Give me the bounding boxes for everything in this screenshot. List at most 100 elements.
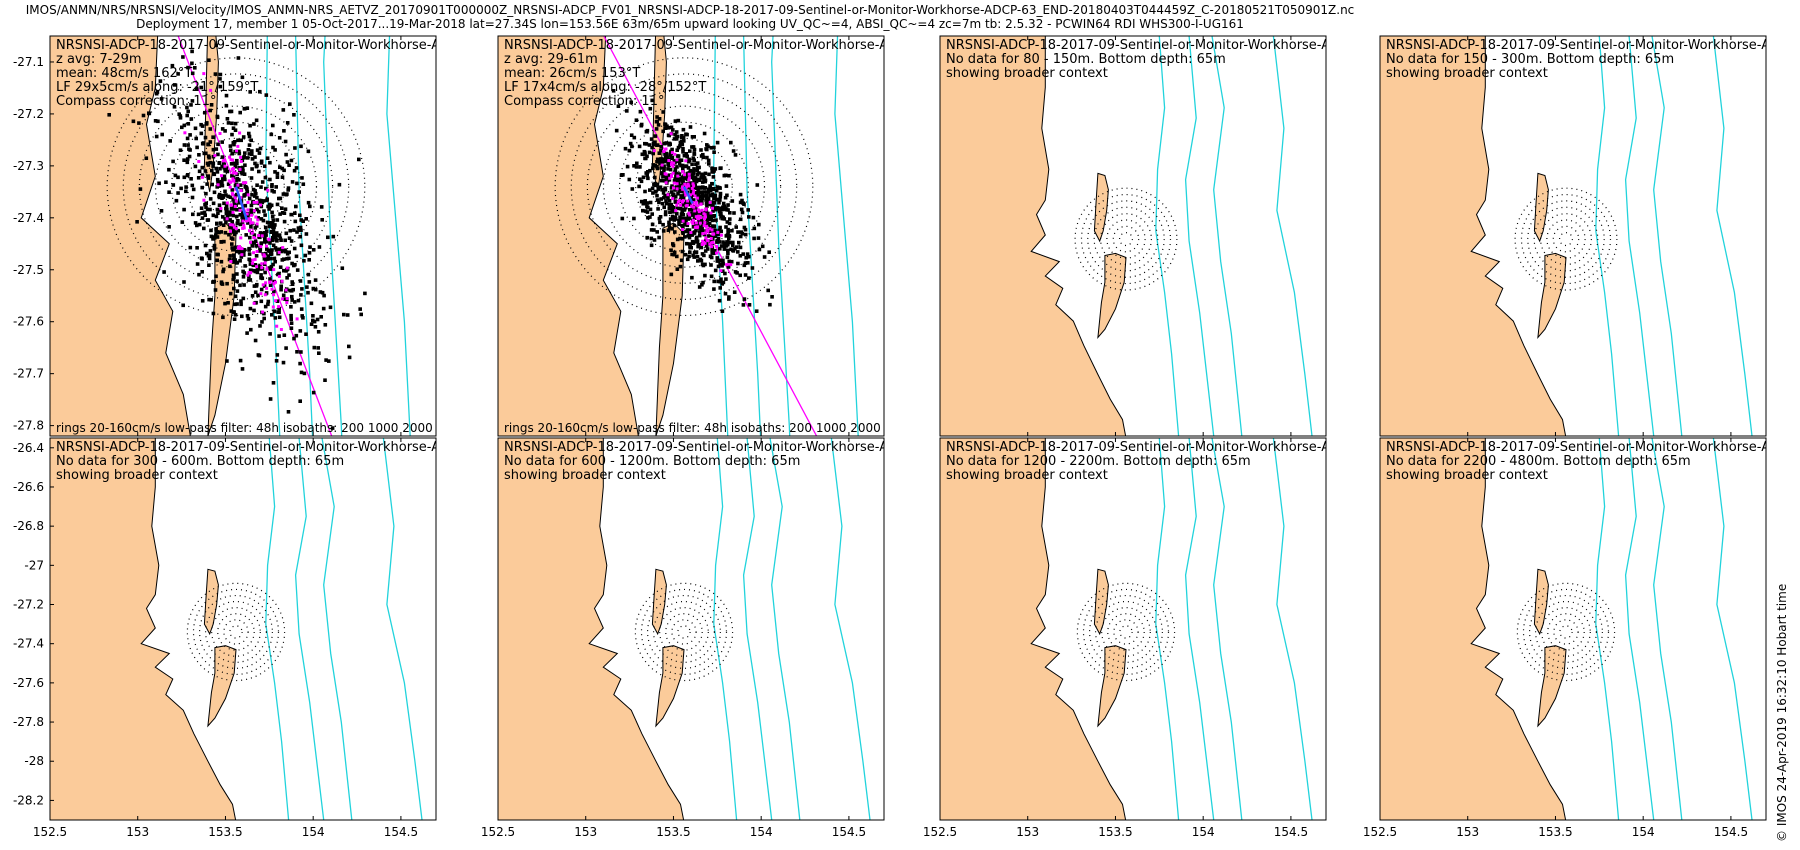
scatter-point <box>259 198 263 203</box>
scatter-point <box>233 302 237 307</box>
scatter-point <box>217 203 222 207</box>
scatter-point <box>705 143 709 147</box>
scatter-point <box>293 219 298 224</box>
scatter-point <box>184 185 188 189</box>
lowpass-point <box>265 267 269 271</box>
scatter-point <box>283 238 287 243</box>
scatter-point <box>263 304 268 309</box>
scatter-point <box>224 220 228 225</box>
scatter-point <box>698 257 703 262</box>
scatter-point <box>288 228 292 233</box>
lowpass-point <box>711 240 715 244</box>
scatter-point <box>663 194 667 198</box>
scatter-point <box>663 187 668 192</box>
scatter-point <box>227 257 232 262</box>
scatter-point <box>656 123 661 127</box>
scatter-point <box>711 175 716 179</box>
scatter-point <box>685 223 690 228</box>
scatter-point <box>240 367 245 371</box>
scatter-point <box>249 138 253 143</box>
lowpass-point <box>249 271 253 275</box>
scatter-point <box>241 156 246 160</box>
scatter-point <box>239 302 243 307</box>
lowpass-point <box>695 226 699 230</box>
scatter-point <box>681 127 686 132</box>
scatter-point <box>299 218 303 222</box>
lowpass-point <box>270 287 274 291</box>
scatter-point <box>193 221 198 225</box>
scatter-point <box>191 212 195 217</box>
scatter-point <box>281 192 286 196</box>
scatter-point <box>279 284 283 289</box>
scatter-point <box>224 208 229 213</box>
lowpass-point <box>251 261 255 265</box>
scatter-point <box>691 171 695 176</box>
scatter-point <box>299 350 303 354</box>
lowpass-point <box>239 155 243 159</box>
scatter-point <box>186 65 190 70</box>
lowpass-point <box>715 245 719 248</box>
scatter-point <box>687 254 691 259</box>
scatter-point <box>705 204 709 208</box>
isobath-4000m <box>1272 438 1313 820</box>
scatter-point <box>649 243 654 248</box>
scatter-point <box>682 216 686 221</box>
scatter-point <box>241 217 246 221</box>
scatter-point <box>305 285 309 289</box>
coastline-land <box>1380 36 1567 436</box>
scatter-point <box>193 126 198 131</box>
scatter-point <box>269 132 274 137</box>
panel-annotation: Compass correction: 11° <box>504 94 664 109</box>
scatter-point <box>240 75 245 80</box>
scatter-point <box>705 218 709 223</box>
lowpass-point <box>268 281 272 285</box>
scatter-point <box>294 204 298 209</box>
y-tick-label: -27.8 <box>13 715 44 729</box>
scatter-point <box>716 236 721 241</box>
scatter-point <box>660 160 665 164</box>
lowpass-point <box>225 217 229 221</box>
scatter-point <box>627 148 632 153</box>
lowpass-point <box>670 163 673 167</box>
isobath-200m <box>1155 36 1180 436</box>
scatter-point <box>233 258 237 262</box>
speed-ring-120 <box>138 89 334 284</box>
scatter-point <box>270 313 274 317</box>
scatter-point <box>680 237 685 241</box>
speed-ring-20 <box>229 625 243 639</box>
lowpass-point <box>675 187 679 191</box>
lowpass-scatter <box>652 132 733 273</box>
scatter-point <box>240 171 244 176</box>
scatter-point <box>240 214 244 219</box>
lowpass-point <box>271 305 275 309</box>
scatter-point <box>347 344 351 349</box>
scatter-point <box>684 219 688 224</box>
speed-ring-100 <box>1094 600 1157 663</box>
scatter-point <box>231 253 236 257</box>
scatter-point <box>167 190 171 194</box>
scatter-point <box>688 244 692 249</box>
scatter-point <box>706 198 710 203</box>
scatter-point <box>250 152 254 157</box>
panel-title: NRSNSI-ADCP-18-2017-09-Sentinel-or-Monit… <box>56 440 488 455</box>
lowpass-point <box>183 131 187 135</box>
speed-ring-140 <box>570 73 798 300</box>
scatter-point <box>713 194 717 199</box>
scatter-point <box>663 212 668 217</box>
scatter-point <box>189 117 194 121</box>
isobath-2000m <box>1651 36 1683 436</box>
speed-ring-60 <box>217 613 255 651</box>
scatter-point <box>726 242 730 247</box>
scatter-point <box>754 309 759 313</box>
scatter-point <box>290 294 294 299</box>
scatter-point <box>709 146 714 150</box>
scatter-point <box>265 247 269 251</box>
scatter-point <box>718 194 723 199</box>
scatter-point <box>659 166 664 170</box>
x-tick-label: 154.5 <box>384 825 418 839</box>
scatter-point <box>712 230 716 234</box>
lowpass-point <box>231 177 235 181</box>
scatter-point <box>273 235 278 240</box>
scatter-point <box>311 314 315 318</box>
scatter-point <box>706 158 711 163</box>
